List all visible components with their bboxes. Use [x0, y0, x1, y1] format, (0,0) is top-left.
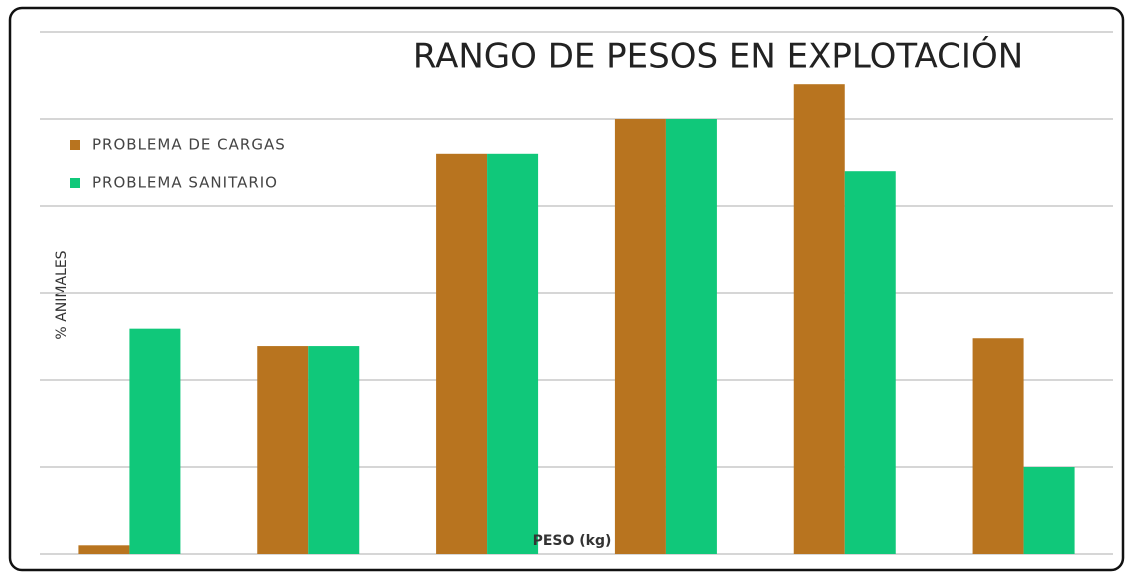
- y-axis-label: % ANIMALES: [54, 250, 70, 339]
- x-axis-label: PESO (kg): [533, 533, 612, 549]
- legend-swatch: [70, 178, 80, 188]
- bar: [665, 119, 717, 554]
- legend-label: PROBLEMA DE CARGAS: [92, 136, 286, 154]
- bar: [487, 153, 539, 555]
- bar: [257, 346, 309, 554]
- bar: [436, 153, 488, 555]
- bar: [78, 545, 130, 554]
- chart-title: RANGO DE PESOS EN EXPLOTACIÓN: [413, 36, 1023, 77]
- bar: [1023, 467, 1075, 554]
- legend-swatch: [70, 140, 80, 150]
- legend-label: PROBLEMA SANITARIO: [92, 174, 278, 192]
- bar: [793, 84, 845, 554]
- bar: [614, 119, 666, 554]
- bar: [972, 338, 1024, 554]
- bar: [129, 328, 181, 554]
- bar: [844, 171, 896, 554]
- bar: [308, 346, 360, 554]
